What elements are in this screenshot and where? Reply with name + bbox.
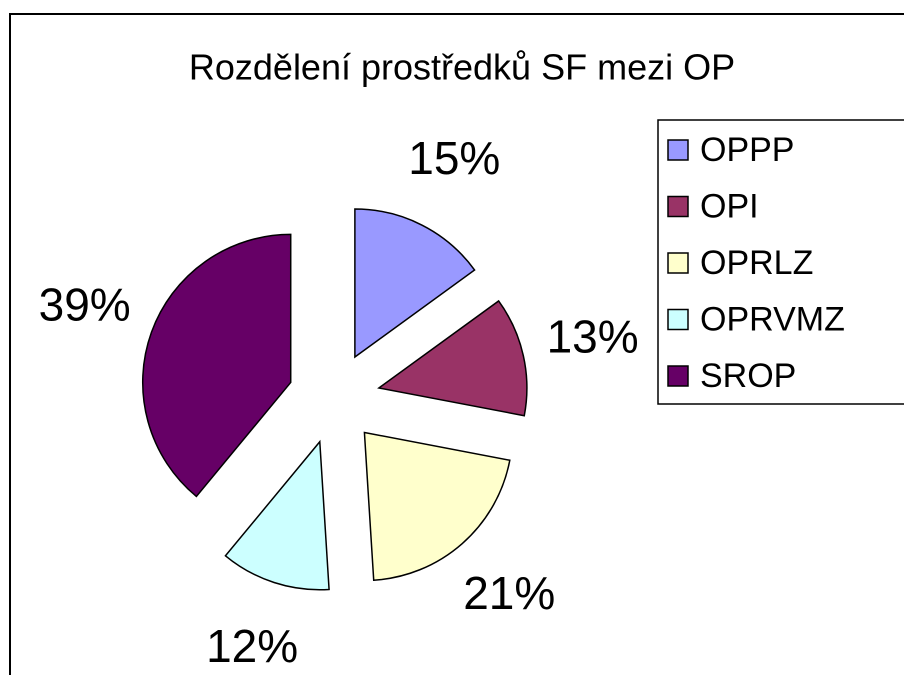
legend-label: SROP <box>700 357 796 395</box>
legend-label: OPI <box>700 187 759 225</box>
legend-box <box>657 119 904 405</box>
legend-swatch <box>667 195 689 218</box>
data-label: 21% <box>463 567 555 619</box>
legend-swatch <box>667 365 689 387</box>
legend-label: OPRLZ <box>700 244 813 282</box>
legend-swatch <box>667 139 689 161</box>
legend-swatch <box>667 252 689 274</box>
pie-slice <box>224 439 330 591</box>
legend-label: OPRVMZ <box>700 300 845 338</box>
legend-swatch <box>667 308 689 331</box>
pie-slice <box>377 299 528 417</box>
data-label: 39% <box>39 278 131 330</box>
chart-title: Rozdělení prostředků SF mezi OP <box>189 47 735 88</box>
data-label: 13% <box>547 310 639 362</box>
data-label: 15% <box>408 132 500 184</box>
pie-slice <box>354 208 476 359</box>
pie-slice <box>141 233 292 498</box>
legend-label: OPPP <box>700 131 794 169</box>
data-label: 12% <box>206 620 298 672</box>
pie-slice <box>363 431 511 582</box>
